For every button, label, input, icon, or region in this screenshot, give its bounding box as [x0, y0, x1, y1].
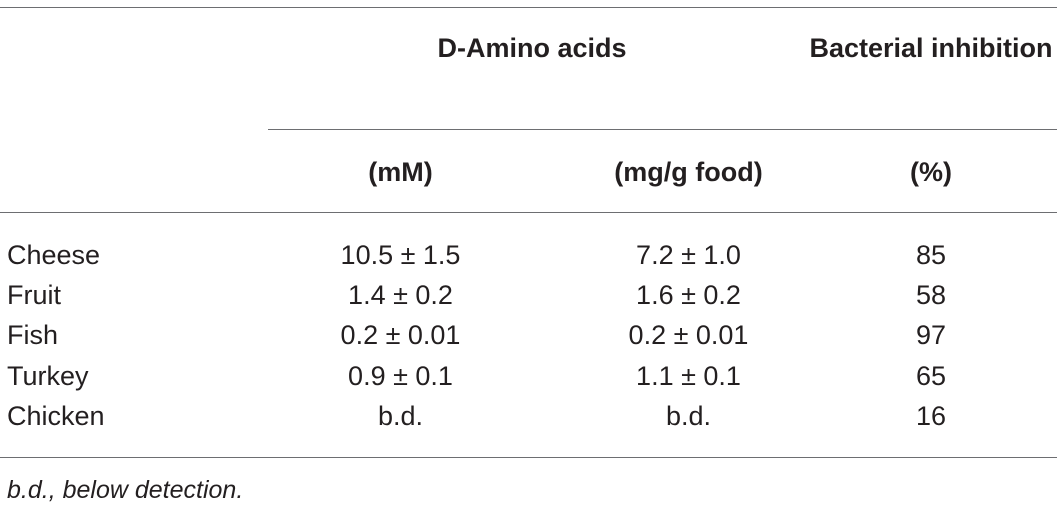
cell-food: Turkey	[7, 361, 89, 391]
cell-mg-per-g: b.d.	[665, 401, 712, 431]
header-d-amino-acids: D-Amino acids	[437, 33, 627, 63]
bottom-rule	[0, 457, 1057, 458]
cell-percent: 58	[915, 280, 947, 310]
cell-percent: 16	[915, 401, 947, 431]
table-row: Fish 0.2 ± 0.01 0.2 ± 0.01 97	[0, 315, 1063, 355]
cell-mg-per-g: 0.2 ± 0.01	[628, 320, 749, 350]
top-rule	[0, 7, 1057, 8]
table-row: Chicken b.d. b.d. 16	[0, 396, 1063, 436]
cell-food: Chicken	[7, 401, 105, 431]
header-unit-mg-per-g: (mg/g food)	[614, 157, 763, 187]
cell-mm: 10.5 ± 1.5	[340, 240, 461, 270]
cell-food: Fruit	[7, 280, 61, 310]
header-bacterial-inhibition: Bacterial inhibition	[809, 33, 1053, 63]
cell-mm: b.d.	[377, 401, 424, 431]
cell-mm: 1.4 ± 0.2	[348, 280, 453, 310]
table-row: Cheese 10.5 ± 1.5 7.2 ± 1.0 85	[0, 235, 1063, 275]
cell-mm: 0.2 ± 0.01	[340, 320, 461, 350]
cell-percent: 85	[915, 240, 947, 270]
cell-percent: 97	[915, 320, 947, 350]
header-unit-percent: (%)	[910, 157, 952, 187]
cell-food: Cheese	[7, 240, 101, 270]
header-bottom-rule	[0, 212, 1057, 213]
cell-percent: 65	[915, 361, 947, 391]
table-footnote: b.d., below detection.	[7, 476, 244, 504]
table-row: Turkey 0.9 ± 0.1 1.1 ± 0.1 65	[0, 356, 1063, 396]
header-unit-mm: (mM)	[368, 157, 433, 187]
cell-food: Fish	[7, 320, 59, 350]
cell-mm: 0.9 ± 0.1	[348, 361, 453, 391]
cell-mg-per-g: 1.6 ± 0.2	[636, 280, 741, 310]
table-row: Fruit 1.4 ± 0.2 1.6 ± 0.2 58	[0, 275, 1063, 315]
cell-mg-per-g: 1.1 ± 0.1	[636, 361, 741, 391]
cell-mg-per-g: 7.2 ± 1.0	[636, 240, 741, 270]
group-header-rule	[268, 129, 1057, 130]
